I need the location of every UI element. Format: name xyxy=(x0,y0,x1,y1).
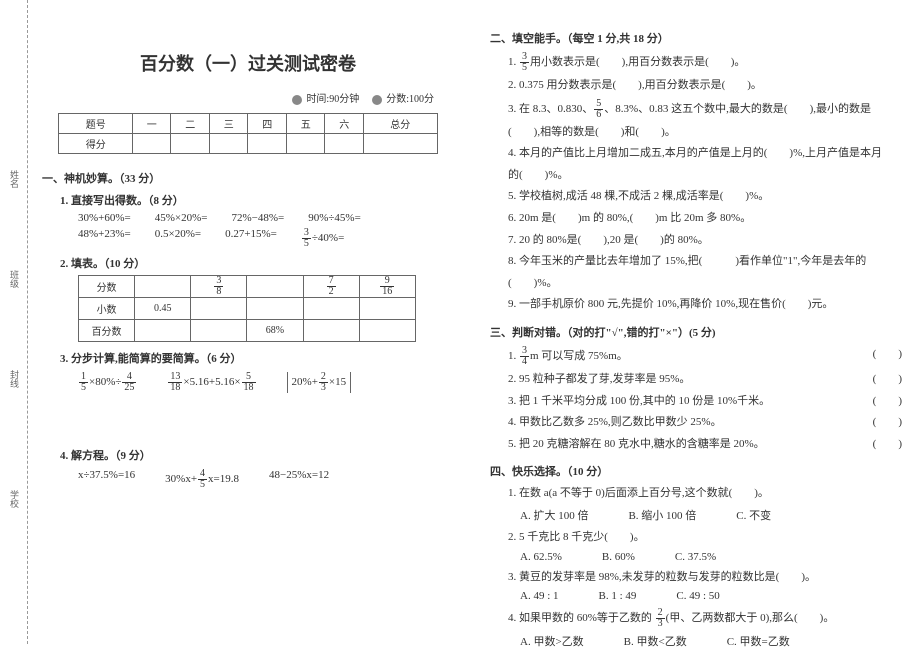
s2-i7: 7. 20 的 80%是( ),20 是( )的 80%。 xyxy=(508,232,902,250)
section-2-head: 二、填空能手。（每空 1 分,共 18 分） xyxy=(490,30,902,46)
s3-i3: 3. 把 1 千米平均分成 100 份,其中的 10 份是 10%千米。( ) xyxy=(508,393,902,411)
s3-i4: 4. 甲数比乙数多 25%,则乙数比甲数少 25%。( ) xyxy=(508,414,902,432)
s2-i1: 1. 35用小数表示是( ),用百分数表示是( )。 xyxy=(508,52,902,73)
exam-meta: 时间:90分钟 分数:100分 xyxy=(42,90,454,105)
s3-i5: 5. 把 20 克糖溶解在 80 克水中,糖水的含糖率是 20%。( ) xyxy=(508,436,902,454)
section-3-head: 三、判断对错。（对的打"√",错的打"×"）(5 分) xyxy=(490,324,902,340)
q1-row1: 30%+60%= 45%×20%= 72%−48%= 90%÷45%= xyxy=(78,212,454,224)
q1-row2: 48%+23%= 0.5×20%= 0.27+15%= 35÷40%= xyxy=(78,228,454,249)
s2-i9: 9. 一部手机原价 800 元,先提价 10%,再降价 10%,现在售价( )元… xyxy=(508,296,902,314)
s3-i2: 2. 95 粒种子都发了芽,发芽率是 95%。( ) xyxy=(508,371,902,389)
s4-q2: 2. 5 千克比 8 千克少( )。 xyxy=(508,529,902,547)
s4-q3: 3. 黄豆的发芽率是 98%,未发芽的粒数与发芽的粒数比是( )。 xyxy=(508,569,902,587)
right-column: 二、填空能手。（每空 1 分,共 18 分） 1. 35用小数表示是( ),用百… xyxy=(472,0,920,644)
score-label: 分数:100分 xyxy=(386,94,434,105)
s2-i3b: ( ),相等的数是( )和( )。 xyxy=(508,124,902,142)
s2-i8b: ( )%。 xyxy=(508,275,902,293)
fill-table: 分数 38 72 916 小数 0.45 百分数 68% xyxy=(78,275,416,342)
time-label: 时间:90分钟 xyxy=(306,94,359,105)
q4-row: x÷37.5%=16 30%x+45x=19.8 48−25%x=12 xyxy=(78,469,454,490)
score-icon xyxy=(372,95,382,105)
binding-name: 姓名 xyxy=(8,170,21,188)
s4-q1-opts: A. 扩大 100 倍B. 缩小 100 倍C. 不变 xyxy=(520,507,902,523)
table-row: 题号 一 二 三 四 五 六 总分 xyxy=(59,114,437,134)
binding-seal: 封线 xyxy=(8,370,21,388)
s4-q1: 1. 在数 a(a 不等于 0)后面添上百分号,这个数就( )。 xyxy=(508,485,902,503)
table-row: 百分数 68% xyxy=(79,320,416,342)
s2-i2: 2. 0.375 用分数表示是( ),用百分数表示是( )。 xyxy=(508,77,902,95)
s2-i6: 6. 20m 是( )m 的 80%,( )m 比 20m 多 80%。 xyxy=(508,210,902,228)
table-row: 得分 xyxy=(59,134,437,154)
exam-title: 百分数（一）过关测试密卷 xyxy=(42,50,454,76)
q2-head: 2. 填表。（10 分） xyxy=(60,255,454,271)
exam-page: 姓名 班级 封线 学校 百分数（一）过关测试密卷 时间:90分钟 分数:100分… xyxy=(0,0,920,644)
s2-i3: 3. 在 8.3、0.830、56、8.3%、0.83 这五个数中,最大的数是(… xyxy=(508,99,902,120)
s2-i4b: 的( )%。 xyxy=(508,167,902,185)
binding-class: 班级 xyxy=(8,270,21,288)
q3-head: 3. 分步计算,能简算的要简算。（6 分） xyxy=(60,350,454,366)
section-1-head: 一、神机妙算。（33 分） xyxy=(42,170,454,186)
table-row: 小数 0.45 xyxy=(79,298,416,320)
s2-i8: 8. 今年玉米的产量比去年增加了 15%,把( )看作单位"1",今年是去年的 xyxy=(508,253,902,271)
left-column: 百分数（一）过关测试密卷 时间:90分钟 分数:100分 题号 一 二 三 四 … xyxy=(28,0,472,644)
s4-q2-opts: A. 62.5%B. 60%C. 37.5% xyxy=(520,551,902,563)
s2-i5: 5. 学校植树,成活 48 棵,不成活 2 棵,成活率是( )%。 xyxy=(508,188,902,206)
s4-q4: 4. 如果甲数的 60%等于乙数的 23(甲、乙两数都大于 0),那么( )。 xyxy=(508,608,902,629)
binding-margin: 姓名 班级 封线 学校 xyxy=(0,0,28,644)
clock-icon xyxy=(292,95,302,105)
section-4-head: 四、快乐选择。（10 分） xyxy=(490,463,902,479)
s4-q3-opts: A. 49 : 1B. 1 : 49C. 49 : 50 xyxy=(520,590,902,602)
s2-i4: 4. 本月的产值比上月增加二成五,本月的产值是上月的( )%,上月产值是本月 xyxy=(508,145,902,163)
q1-head: 1. 直接写出得数。（8 分） xyxy=(60,192,454,208)
q4-head: 4. 解方程。（9 分） xyxy=(60,447,454,463)
table-row: 分数 38 72 916 xyxy=(79,276,416,298)
score-table: 题号 一 二 三 四 五 六 总分 得分 xyxy=(58,113,437,154)
s3-i1: 1. 34m 可以写成 75%m。( ) xyxy=(508,346,902,367)
s4-q4-opts: A. 甲数>乙数B. 甲数<乙数C. 甲数=乙数 xyxy=(520,633,902,649)
binding-school: 学校 xyxy=(8,490,21,508)
q3-row: 15×80%÷425 1318×5.16+5.16×518 20%+23×15 xyxy=(78,372,454,393)
